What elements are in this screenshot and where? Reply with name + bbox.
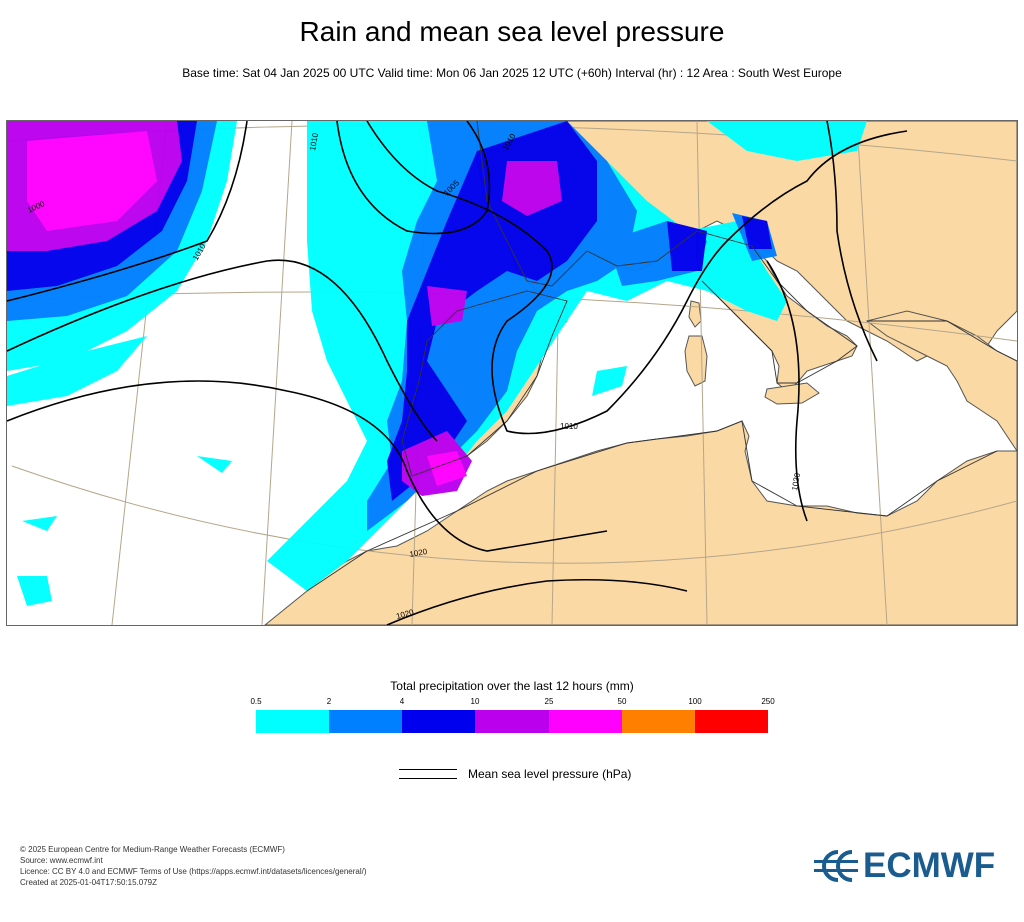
map-subtitle: Base time: Sat 04 Jan 2025 00 UTC Valid … — [182, 66, 842, 80]
isobar-label: 1010 — [308, 132, 320, 152]
msl-line-sample — [399, 769, 457, 779]
isobar-line — [766, 260, 808, 522]
legend-tick: 2 — [326, 697, 332, 706]
isobar-line — [826, 121, 878, 362]
isobar-line — [7, 259, 438, 442]
legend-tick: 0.5 — [250, 697, 262, 706]
precipitation-colorbar — [256, 710, 768, 733]
footer-source: Source: www.ecmwf.int — [20, 856, 103, 865]
map-title: Rain and mean sea level pressure — [299, 16, 725, 47]
land-corsica — [688, 300, 702, 328]
isobar-line — [366, 121, 908, 435]
colorbar-swatch — [694, 710, 768, 733]
colorbar-swatch — [402, 710, 476, 733]
coastline-layer — [306, 121, 1017, 592]
isobar-layer — [7, 121, 908, 625]
isobar-label: 1020 — [409, 547, 429, 559]
legend-tick: 250 — [761, 697, 775, 706]
ecmwf-logo-text: ECMWF — [863, 846, 996, 885]
colorbar-swatch — [548, 710, 622, 733]
colorbar-swatch — [621, 710, 695, 733]
isobar-line — [7, 380, 608, 552]
footer-credits: © 2025 European Centre for Medium-Range … — [20, 844, 367, 888]
legend-tick: 10 — [470, 697, 480, 706]
ecmwf-logo-icon — [814, 850, 858, 882]
msl-legend: Mean sea level pressure (hPa) — [399, 766, 679, 784]
forecast-map: 1000 1010 1010 1010 1005 1010 1020 1020 … — [6, 120, 1018, 626]
legend-tick: 25 — [544, 697, 554, 706]
colorbar-swatch — [256, 710, 330, 733]
msl-legend-label: Mean sea level pressure (hPa) — [468, 767, 632, 781]
land-sicily — [764, 382, 820, 405]
footer-licence: Licence: CC BY 4.0 and ECMWF Terms of Us… — [20, 867, 367, 876]
legend-tick: 4 — [399, 697, 405, 706]
colorbar-swatch — [475, 710, 549, 733]
ecmwf-logo: ECMWF — [812, 846, 1008, 886]
precipitation-layer — [7, 121, 867, 606]
isobar-label: 1010 — [560, 422, 578, 431]
colorbar-swatch — [329, 710, 403, 733]
isobar-line — [336, 121, 491, 235]
legend-ticks: 0.5 2 4 10 25 50 100 250 — [250, 697, 774, 709]
footer-copyright: © 2025 European Centre for Medium-Range … — [20, 845, 285, 854]
isobar-line — [7, 121, 248, 302]
footer-created: Created at 2025-01-04T17:50:15.079Z — [20, 878, 157, 887]
land-balkans — [865, 310, 1017, 452]
legend-title: Total precipitation over the last 12 hou… — [390, 679, 634, 693]
isobar-label: 1020 — [790, 472, 802, 492]
isobar-line — [386, 578, 688, 625]
legend-tick: 50 — [617, 697, 627, 706]
legend-tick: 100 — [688, 697, 702, 706]
